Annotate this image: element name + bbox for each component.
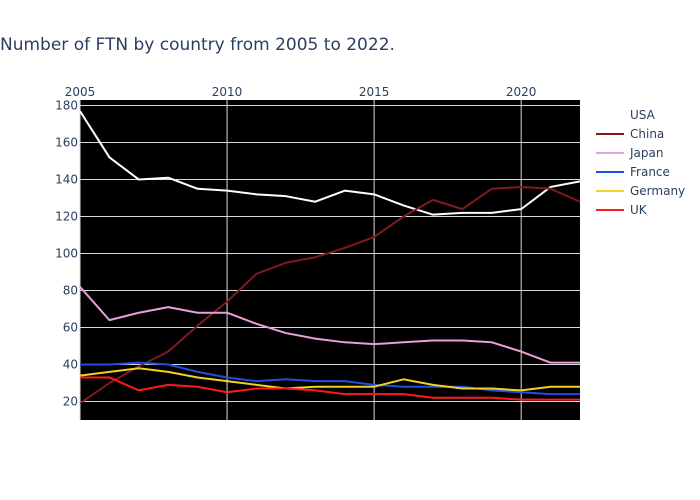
y-tick-label: 120 (55, 210, 78, 224)
series-line-germany (79, 367, 580, 392)
y-tick-label: 60 (63, 321, 78, 335)
series-line-uk (80, 376, 580, 401)
x-tick-label: 2005 (65, 85, 96, 99)
x-tick-label: 2015 (359, 85, 390, 99)
legend-label: Japan (629, 146, 663, 160)
legend-label: Germany (630, 184, 685, 198)
y-tick-label: 20 (63, 395, 78, 409)
plot-area (80, 100, 580, 420)
x-tick-label: 2010 (212, 85, 243, 99)
legend-item-japan: Japan (596, 146, 663, 160)
y-tick-label: 100 (55, 247, 78, 261)
legend-label: France (630, 165, 670, 179)
legend-label: USA (630, 108, 656, 122)
legend-item-germany: Germany (596, 184, 685, 198)
y-tick-label: 40 (63, 358, 78, 372)
y-axis-ticks: 20 40 60 80 100 120 140 160 180 (55, 99, 78, 409)
series-line-usa (79, 110, 581, 216)
legend: USA China Japan France Germany UK (596, 108, 685, 217)
y-tick-label: 140 (55, 173, 78, 187)
legend-label: China (630, 127, 664, 141)
y-tick-label: 180 (55, 99, 78, 113)
legend-item-uk: UK (596, 203, 648, 217)
series-line-france (80, 361, 580, 396)
x-tick-label: 2020 (506, 85, 537, 99)
series-lines (79, 110, 581, 405)
y-tick-label: 160 (55, 136, 78, 150)
series-line-japan (79, 286, 580, 364)
chart-title: Number of FTN by country from 2005 to 20… (0, 35, 395, 55)
legend-item-usa: USA (596, 108, 656, 122)
legend-label: UK (630, 203, 648, 217)
legend-item-china: China (596, 127, 664, 141)
y-tick-label: 80 (63, 284, 78, 298)
x-axis-ticks: 2005 2010 2015 2020 (65, 85, 537, 99)
legend-item-france: France (596, 165, 670, 179)
series-line-china (79, 185, 581, 405)
